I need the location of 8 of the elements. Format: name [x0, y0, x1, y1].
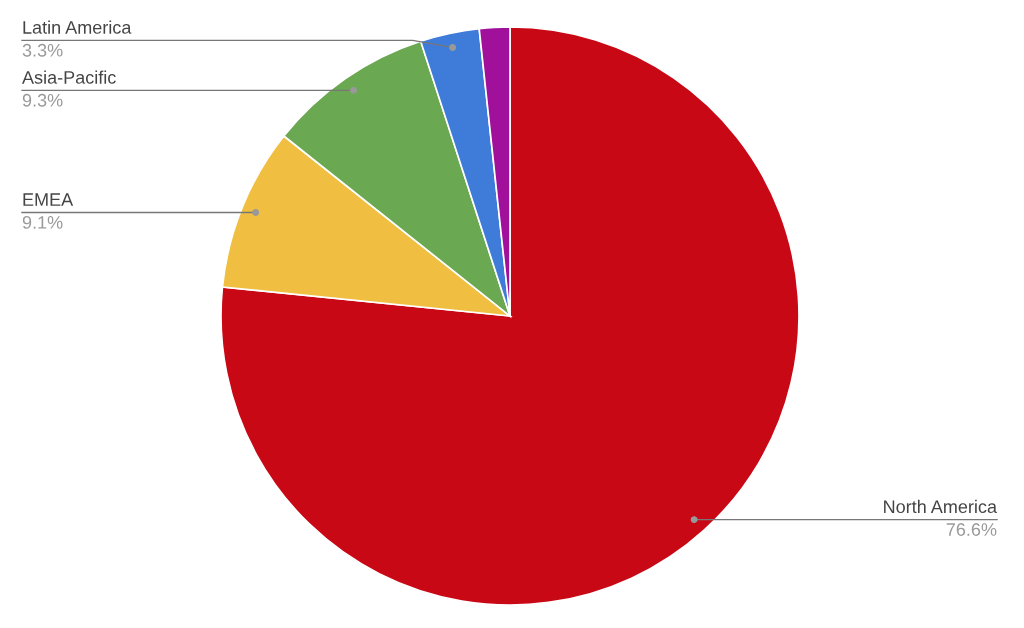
data-label: 9.1%: [22, 216, 63, 229]
slice-label: EMEA: [23, 193, 74, 206]
data-label: 76.6%: [946, 523, 997, 536]
data-label: 3.3%: [22, 43, 63, 57]
data-label: 9.3%: [22, 93, 63, 107]
slice-label: North America: [884, 499, 997, 514]
slice-label: Asia-Pacific: [22, 70, 116, 84]
slice-label: Latin America: [23, 20, 132, 34]
